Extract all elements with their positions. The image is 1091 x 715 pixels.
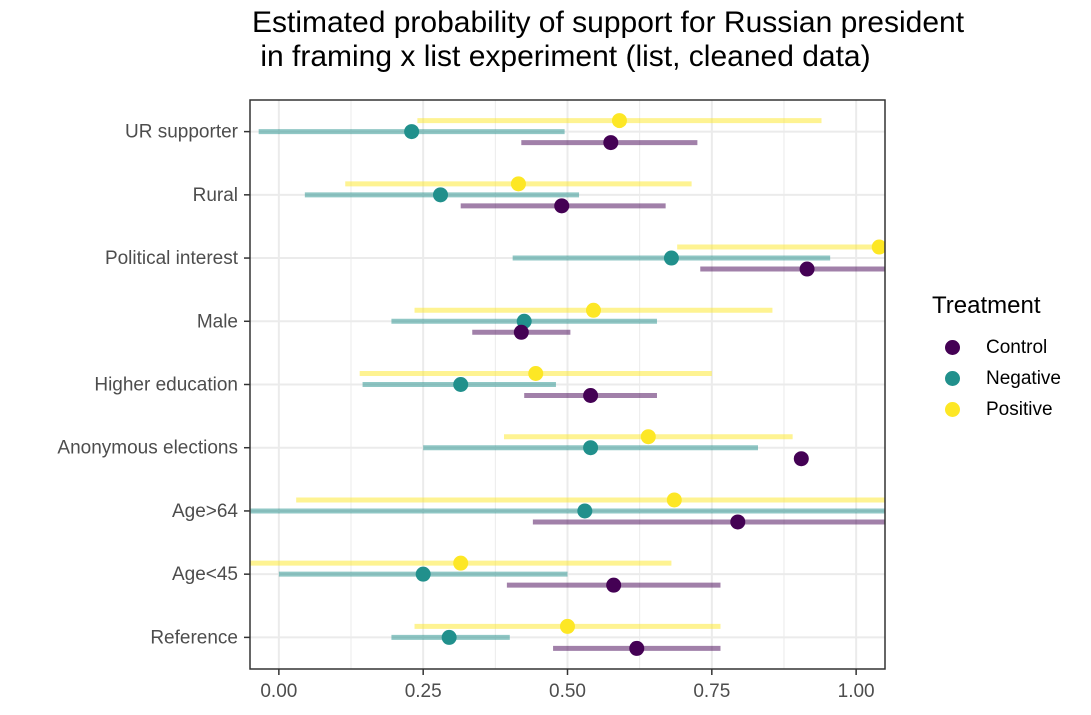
point-negative bbox=[441, 629, 457, 645]
point-negative bbox=[433, 187, 448, 203]
point-positive bbox=[666, 492, 682, 508]
y-tick-label: Anonymous elections bbox=[57, 438, 238, 459]
y-tick-label: Age<45 bbox=[172, 564, 238, 585]
point-positive bbox=[640, 429, 656, 445]
point-control bbox=[606, 577, 622, 593]
legend-item-positive: Positive bbox=[932, 394, 1061, 425]
y-tick-label: Political interest bbox=[105, 248, 239, 269]
legend-title: Treatment bbox=[932, 292, 1041, 319]
legend-item-negative: Negative bbox=[932, 363, 1061, 394]
y-tick-label: Reference bbox=[150, 627, 238, 648]
point-negative bbox=[453, 377, 469, 392]
point-positive bbox=[453, 555, 469, 571]
point-negative bbox=[415, 566, 431, 582]
point-positive bbox=[510, 176, 526, 192]
point-control bbox=[583, 388, 599, 403]
legend-label-positive: Positive bbox=[986, 398, 1053, 420]
x-tick-label: 1.00 bbox=[838, 681, 875, 702]
point-control bbox=[730, 514, 746, 530]
legend-dot-positive bbox=[945, 402, 960, 417]
legend-dot-negative bbox=[945, 371, 960, 386]
point-control bbox=[793, 451, 809, 467]
legend-label-control: Control bbox=[986, 336, 1048, 358]
point-negative bbox=[663, 250, 679, 266]
point-positive bbox=[528, 366, 544, 381]
x-tick-label: 0.50 bbox=[549, 681, 586, 702]
point-positive bbox=[611, 113, 627, 129]
point-control bbox=[799, 261, 815, 277]
x-tick-label: 0.75 bbox=[693, 681, 730, 702]
point-positive bbox=[585, 302, 601, 318]
y-tick-label: Male bbox=[197, 311, 238, 332]
x-tick-label: 0.00 bbox=[260, 681, 297, 702]
point-negative bbox=[404, 124, 420, 140]
legend: Treatment Control Negative Positive bbox=[932, 292, 1061, 425]
data-layer bbox=[250, 113, 885, 656]
legend-dot-control bbox=[945, 340, 960, 355]
y-tick-label: Age>64 bbox=[172, 501, 238, 522]
point-control bbox=[603, 135, 619, 151]
y-tick-label: UR supporter bbox=[125, 122, 239, 143]
x-tick-label: 0.25 bbox=[405, 681, 442, 702]
point-positive bbox=[871, 239, 885, 255]
point-control bbox=[554, 198, 570, 214]
y-tick-label: Rural bbox=[193, 185, 238, 206]
point-negative bbox=[577, 503, 593, 519]
point-control bbox=[629, 640, 645, 656]
y-tick-label: Higher education bbox=[94, 375, 238, 396]
legend-item-control: Control bbox=[932, 332, 1061, 363]
point-negative bbox=[583, 440, 599, 456]
point-positive bbox=[560, 618, 575, 634]
point-control bbox=[513, 324, 529, 340]
legend-label-negative: Negative bbox=[986, 367, 1061, 389]
chart-title: Estimated probability of support for Rus… bbox=[252, 6, 965, 73]
